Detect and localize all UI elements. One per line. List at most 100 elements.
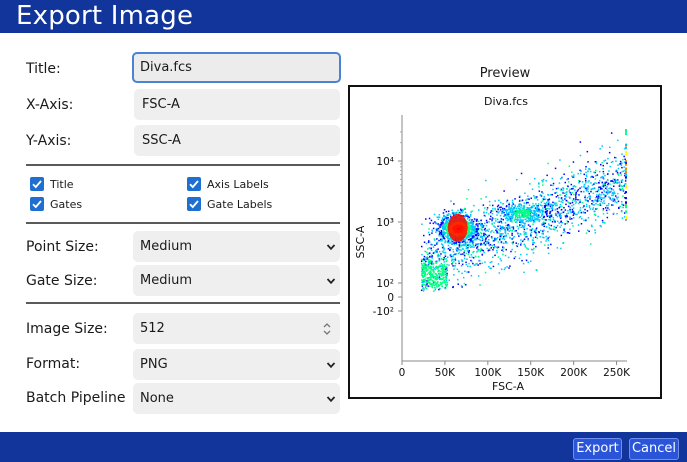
gate-labels-checkbox[interactable] — [187, 197, 201, 211]
event-dot — [423, 263, 426, 266]
event-dot — [586, 205, 588, 208]
event-dot — [527, 201, 529, 204]
event-dot — [597, 203, 599, 206]
event-dot — [490, 215, 492, 218]
event-dot — [605, 207, 607, 209]
event-dot — [426, 273, 428, 275]
event-dot — [616, 198, 619, 200]
event-dot — [480, 198, 482, 200]
event-dot — [562, 231, 565, 234]
xaxis-input[interactable]: FSC-A — [134, 89, 340, 120]
event-dot — [498, 221, 501, 223]
event-dot — [498, 232, 500, 234]
event-dot — [455, 241, 458, 243]
yaxis-input[interactable]: SSC-A — [134, 125, 340, 156]
event-dot — [431, 274, 433, 277]
event-dot — [526, 207, 529, 209]
event-dot — [475, 238, 477, 241]
event-dot — [477, 234, 480, 237]
event-dot — [487, 230, 490, 232]
event-dot — [532, 239, 534, 242]
event-dot — [434, 260, 437, 263]
event-dot — [574, 200, 576, 202]
event-dot — [504, 222, 507, 224]
event-dot — [480, 232, 482, 234]
y-axis-label: SSC-A — [354, 225, 367, 258]
event-dot — [476, 262, 478, 265]
event-dot — [519, 221, 521, 223]
event-dot — [428, 252, 430, 255]
gates-checkbox[interactable] — [30, 197, 44, 211]
title-checkbox[interactable] — [30, 177, 44, 191]
event-dot — [446, 263, 448, 266]
event-dot — [472, 235, 474, 237]
event-dot — [424, 278, 427, 280]
event-dot — [451, 260, 453, 262]
event-dot — [471, 219, 473, 221]
event-dot — [500, 259, 502, 262]
title-input[interactable]: Diva.fcs — [132, 52, 341, 83]
event-dot — [469, 238, 471, 241]
event-dot — [585, 190, 588, 192]
event-dot — [504, 215, 506, 217]
event-dot — [424, 275, 426, 277]
event-dot — [617, 192, 619, 195]
event-dot — [521, 220, 524, 222]
event-dot — [530, 215, 533, 217]
event-dot — [457, 212, 460, 214]
gate-size-select[interactable]: Medium — [133, 265, 340, 296]
event-dot — [584, 177, 587, 180]
event-dot — [524, 212, 526, 215]
event-dot — [594, 213, 596, 216]
event-dot — [531, 228, 534, 230]
format-select[interactable]: PNG — [133, 349, 340, 380]
event-dot — [437, 285, 440, 287]
point-size-select[interactable]: Medium — [133, 231, 340, 262]
event-dot — [602, 193, 605, 196]
cancel-button[interactable]: Cancel — [629, 438, 679, 460]
event-dot — [507, 211, 510, 214]
event-dot — [442, 219, 444, 222]
event-dot — [609, 198, 611, 200]
event-dot — [612, 194, 614, 197]
event-dot — [510, 206, 512, 209]
event-dot — [430, 247, 432, 249]
event-dot — [497, 208, 499, 211]
event-dot — [477, 248, 479, 251]
event-dot — [428, 258, 430, 261]
event-dot — [464, 239, 466, 242]
event-dot — [518, 196, 521, 198]
event-dot — [539, 211, 542, 213]
event-dot — [432, 263, 434, 265]
event-dot — [421, 223, 423, 225]
event-dot — [538, 186, 540, 188]
event-dot — [486, 221, 488, 224]
event-dot — [535, 197, 537, 199]
event-dot — [530, 211, 533, 213]
event-dot — [509, 218, 511, 220]
axis-labels-checkbox[interactable] — [187, 177, 201, 191]
event-dot — [547, 207, 549, 210]
event-dot — [453, 258, 455, 261]
event-dot — [439, 226, 441, 229]
event-dot — [466, 198, 468, 200]
image-size-input[interactable]: 512 — [133, 313, 340, 344]
event-dot — [517, 211, 519, 214]
event-dot — [613, 191, 615, 193]
event-dot — [525, 210, 527, 212]
event-dot — [543, 218, 545, 221]
event-dot — [427, 253, 429, 256]
export-button[interactable]: Export — [573, 438, 622, 460]
event-dot — [614, 192, 616, 195]
event-dot — [549, 203, 552, 206]
event-dot — [548, 215, 551, 217]
event-dot — [511, 210, 514, 212]
event-dot — [485, 238, 487, 240]
spinner-arrows-icon[interactable] — [322, 321, 332, 337]
event-dot — [494, 239, 497, 241]
event-dot — [480, 224, 482, 226]
event-dot — [543, 198, 545, 201]
event-dot — [434, 266, 437, 269]
batch-pipeline-select[interactable]: None — [133, 383, 340, 414]
event-dot — [595, 161, 598, 163]
